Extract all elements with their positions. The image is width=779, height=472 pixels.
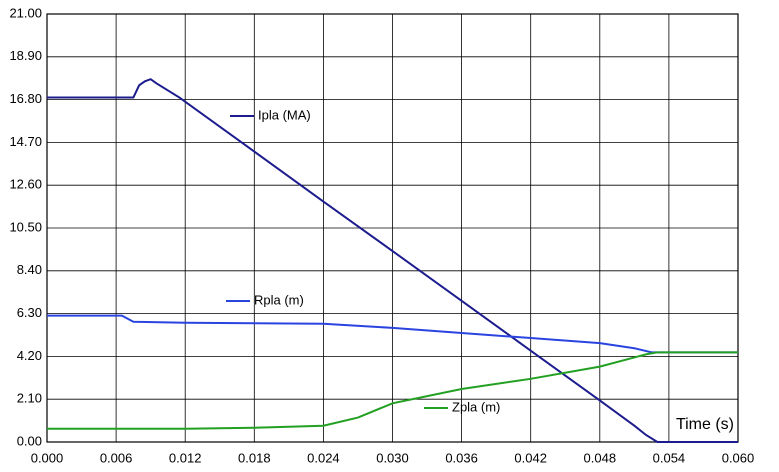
y-tick-label: 2.10: [17, 391, 42, 406]
x-tick-label: 0.048: [584, 450, 617, 465]
y-tick-label: 8.40: [17, 262, 42, 277]
x-tick-label: 0.030: [376, 450, 409, 465]
legend-label: Zpla (m): [452, 399, 500, 414]
x-tick-label: 0.012: [169, 450, 202, 465]
series-line: [47, 314, 738, 354]
legend-label: Ipla (MA): [258, 107, 311, 122]
y-tick-label: 18.90: [9, 48, 42, 63]
y-tick-label: 14.70: [9, 134, 42, 149]
y-tick-label: 21.00: [9, 5, 42, 20]
legend-label: Rpla (m): [254, 292, 304, 307]
x-axis-label: Time (s): [676, 416, 734, 433]
series-line: [47, 78, 738, 443]
x-tick-label: 0.036: [445, 450, 478, 465]
x-tick-label: 0.018: [238, 450, 271, 465]
plot-frame: [46, 13, 739, 443]
y-tick-label: 4.20: [17, 348, 42, 363]
x-tick-label: 0.054: [653, 450, 686, 465]
x-tick-label: 0.060: [722, 450, 755, 465]
y-tick-label: 12.60: [9, 177, 42, 192]
y-tick-label: 10.50: [9, 219, 42, 234]
x-tick-label: 0.024: [307, 450, 340, 465]
y-tick-label: 0.00: [17, 433, 42, 448]
x-tick-label: 0.006: [100, 450, 133, 465]
x-tick-label: 0.042: [514, 450, 547, 465]
y-tick-label: 16.80: [9, 91, 42, 106]
series-line: [47, 351, 738, 430]
x-tick-label: 0.000: [31, 450, 64, 465]
y-tick-label: 6.30: [17, 305, 42, 320]
